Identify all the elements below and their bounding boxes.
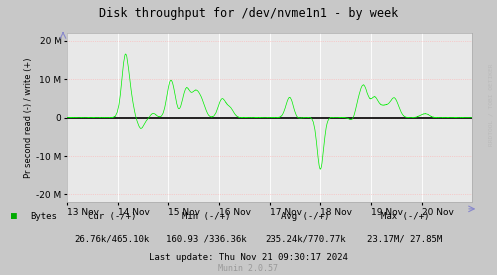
Text: RRDTOOL / TOBI OETIKER: RRDTOOL / TOBI OETIKER (489, 63, 494, 146)
Text: 23.17M/ 27.85M: 23.17M/ 27.85M (367, 234, 443, 243)
Text: 26.76k/465.10k: 26.76k/465.10k (74, 234, 150, 243)
Text: Bytes: Bytes (30, 212, 57, 221)
Text: Last update: Thu Nov 21 09:30:17 2024: Last update: Thu Nov 21 09:30:17 2024 (149, 253, 348, 262)
Y-axis label: Pr second read (-) / write (+): Pr second read (-) / write (+) (24, 57, 33, 178)
Text: 160.93 /336.36k: 160.93 /336.36k (166, 234, 247, 243)
Text: Min (-/+): Min (-/+) (182, 212, 231, 221)
Text: Avg (-/+): Avg (-/+) (281, 212, 330, 221)
Text: Munin 2.0.57: Munin 2.0.57 (219, 264, 278, 273)
Text: ■: ■ (11, 211, 17, 221)
Text: Disk throughput for /dev/nvme1n1 - by week: Disk throughput for /dev/nvme1n1 - by we… (99, 7, 398, 20)
Text: Cur (-/+): Cur (-/+) (87, 212, 136, 221)
Text: Max (-/+): Max (-/+) (381, 212, 429, 221)
Text: 235.24k/770.77k: 235.24k/770.77k (265, 234, 346, 243)
